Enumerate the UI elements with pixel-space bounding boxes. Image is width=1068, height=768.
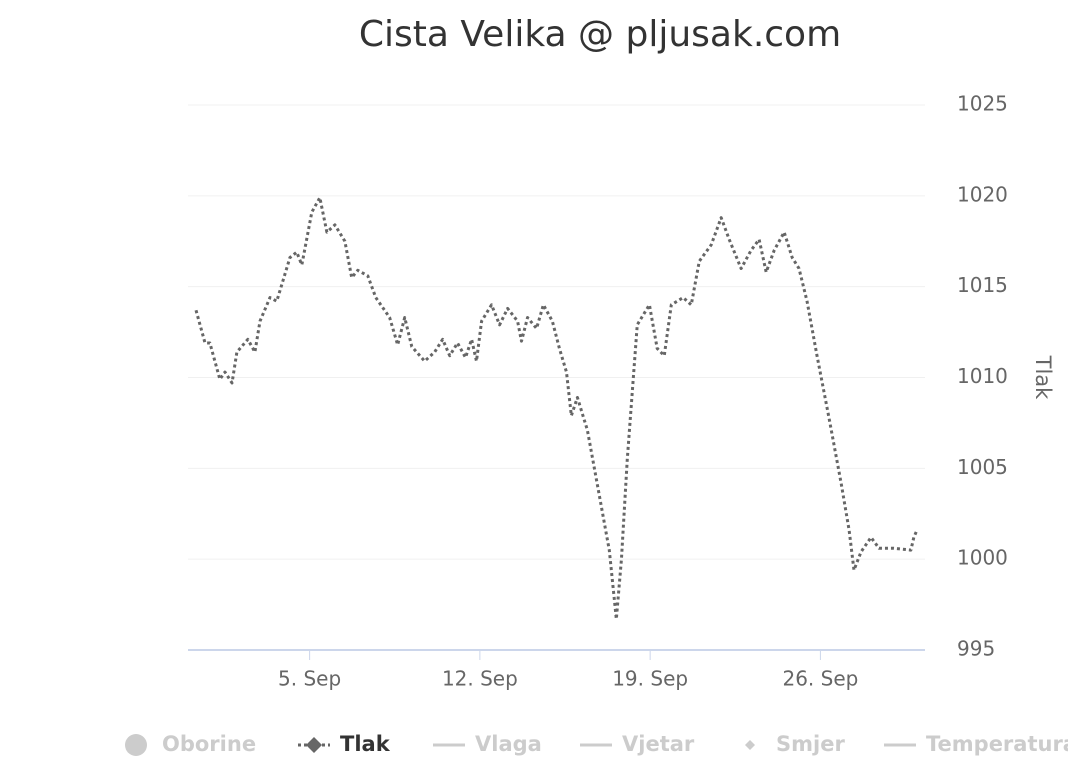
y-tick-label: 995 xyxy=(957,637,995,661)
legend-item[interactable]: Smjer xyxy=(745,732,845,756)
y-tick-label: 1025 xyxy=(957,92,1008,116)
legend-symbol xyxy=(125,734,147,756)
legend-item[interactable]: Temperatura xyxy=(884,732,1068,756)
legend-item[interactable]: Vjetar xyxy=(580,732,695,756)
legend-symbol xyxy=(306,737,322,753)
y-axis-title: Tlak xyxy=(1031,355,1055,401)
y-tick-label: 1015 xyxy=(957,273,1008,297)
legend-label: Vlaga xyxy=(475,732,542,756)
legend-symbol xyxy=(745,740,755,750)
legend-item[interactable]: Oborine xyxy=(125,732,256,756)
x-tick-label: 19. Sep xyxy=(612,667,688,691)
y-tick-label: 1000 xyxy=(957,546,1008,570)
legend-label: Smjer xyxy=(776,732,845,756)
x-tick-label: 26. Sep xyxy=(782,667,858,691)
legend-label: Temperatura xyxy=(926,732,1068,756)
legend-item[interactable]: Tlak xyxy=(298,732,391,756)
legend-label: Tlak xyxy=(340,732,391,756)
y-tick-label: 1020 xyxy=(957,182,1008,206)
y-tick-label: 1005 xyxy=(957,455,1008,479)
x-tick-label: 5. Sep xyxy=(278,667,341,691)
chart-title: Cista Velika @ pljusak.com xyxy=(359,14,841,55)
legend-label: Vjetar xyxy=(622,732,695,756)
legend-item[interactable]: Vlaga xyxy=(433,732,542,756)
x-tick-label: 12. Sep xyxy=(442,667,518,691)
y-tick-label: 1010 xyxy=(957,364,1008,388)
line-series xyxy=(194,196,919,621)
legend-label: Oborine xyxy=(162,732,256,756)
